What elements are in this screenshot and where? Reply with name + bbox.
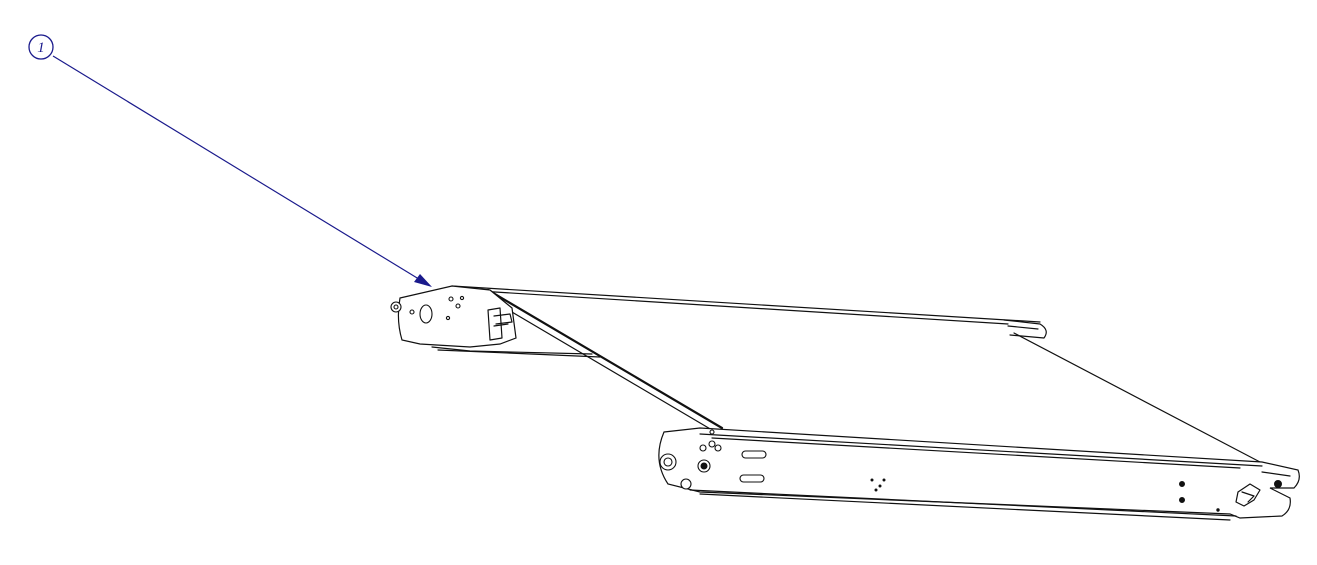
belt-top-surface — [451, 285, 1041, 325]
item-balloon[interactable]: 1 — [28, 34, 54, 60]
shaft-hole-left — [419, 304, 433, 324]
leader-arrowhead — [414, 274, 432, 287]
tail-roller — [1003, 319, 1047, 339]
slot-lower — [739, 474, 765, 483]
side-frame-left — [390, 285, 601, 358]
side-frame-right — [658, 427, 1300, 521]
belt-near-edge — [477, 288, 724, 431]
bracket-left — [487, 307, 503, 341]
belt-far-edge — [1013, 332, 1261, 463]
leader-line — [52, 55, 432, 287]
balloon-label: 1 — [37, 40, 45, 56]
balloon-circle — [28, 34, 54, 60]
tensioner-bracket — [1235, 483, 1261, 507]
slot-upper — [741, 450, 767, 459]
